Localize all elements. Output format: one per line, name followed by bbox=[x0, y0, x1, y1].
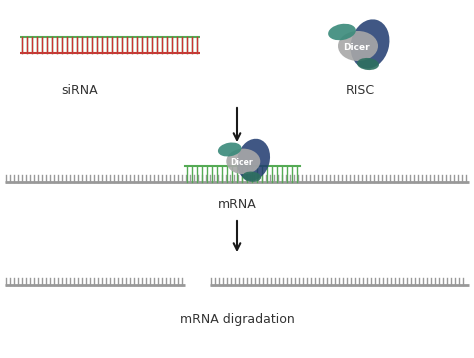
Ellipse shape bbox=[243, 171, 261, 182]
Text: RISC: RISC bbox=[346, 83, 374, 97]
Text: mRNA digradation: mRNA digradation bbox=[180, 314, 294, 326]
Ellipse shape bbox=[338, 31, 378, 61]
Text: Dicer: Dicer bbox=[343, 43, 369, 52]
Text: Dicer: Dicer bbox=[230, 158, 253, 167]
Ellipse shape bbox=[328, 24, 356, 40]
Ellipse shape bbox=[237, 139, 270, 181]
Text: siRNA: siRNA bbox=[62, 83, 98, 97]
Text: mRNA: mRNA bbox=[218, 198, 256, 212]
Ellipse shape bbox=[351, 19, 390, 69]
Ellipse shape bbox=[357, 58, 379, 70]
Ellipse shape bbox=[226, 149, 260, 174]
Ellipse shape bbox=[218, 142, 241, 156]
